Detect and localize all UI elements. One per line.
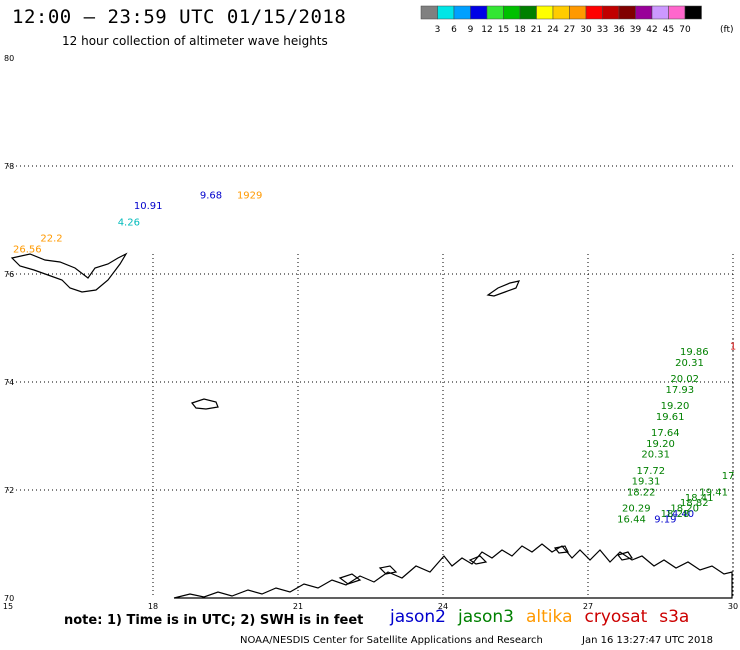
wave-height-reading: 20.29 (622, 504, 651, 515)
color-scale-label: 15 (498, 25, 509, 35)
longitude-label: 30 (728, 602, 738, 611)
wave-height-reading: 19.41 (699, 487, 728, 498)
color-scale-label: 36 (613, 25, 625, 35)
color-scale-label: 21 (531, 25, 542, 35)
wave-height-reading: 19.86 (680, 347, 709, 358)
coastline (10, 252, 733, 599)
wave-height-reading: 26.56 (13, 244, 42, 255)
color-scale-label: 27 (564, 25, 575, 35)
longitude-label: 24 (438, 602, 448, 611)
wave-height-reading: 14.40 (666, 509, 695, 520)
latitude-label: 74 (4, 378, 14, 387)
wave-height-reading: 1929 (237, 190, 262, 201)
wave-height-reading: 4.26 (118, 217, 140, 228)
wave-height-reading: 20.31 (641, 450, 670, 461)
satellite-legend-item: altika (526, 607, 573, 627)
coastline-svalbard (10, 252, 128, 293)
generated-timestamp: Jan 16 13:27:47 UTC 2018 (582, 635, 714, 646)
color-scale-label: 33 (597, 25, 608, 35)
wave-height-reading: 22.2 (40, 234, 62, 245)
credit-line: NOAA/NESDIS Center for Satellite Applica… (240, 635, 543, 646)
color-scale-label: 18 (514, 25, 526, 35)
satellite-legend-item: cryosat (584, 607, 648, 627)
longitude-label: 18 (148, 602, 158, 611)
map-title: 12:00 – 23:59 UTC 01/15/2018 (12, 6, 347, 28)
color-scale-label: 9 (468, 25, 474, 35)
altimeter-readings: 9.6810.919.1914.4019.8620.3120.0217.9319… (13, 190, 736, 525)
color-scale-label: 70 (679, 25, 691, 35)
latitude-label: 80 (4, 54, 14, 63)
color-scale-label: 3 (435, 25, 441, 35)
wave-height-reading: 19.20 (646, 439, 675, 450)
wave-height-reading: 18.22 (627, 487, 656, 498)
wave-height-reading: 16.44 (617, 514, 646, 525)
wave-height-reading: 18.20 (670, 504, 699, 515)
wave-height-reading: 19.31 (632, 477, 661, 488)
color-scale-label: 39 (630, 25, 642, 35)
wave-height-reading: 20.02 (670, 374, 699, 385)
wave-height-reading: 17.93 (666, 385, 695, 396)
wave-height-reading: 19.61 (656, 412, 685, 423)
coastline-bear-island (190, 398, 219, 410)
satellite-legend: jason2 jason3 altika cryosat s3a (390, 607, 701, 627)
color-scale-label: 24 (547, 25, 559, 35)
wave-height-reading: 17 (722, 471, 735, 482)
color-scale-label: 42 (646, 25, 657, 35)
satellite-legend-item: jason3 (458, 607, 514, 627)
wave-height-reading: 18.28 (661, 509, 690, 520)
map-subtitle: 12 hour collection of altimeter wave hei… (62, 34, 328, 48)
color-scale-label: 12 (481, 25, 492, 35)
latitude-label: 72 (4, 486, 14, 495)
wave-height-reading: 9.68 (200, 190, 222, 201)
latitude-label: 78 (4, 162, 14, 171)
satellite-legend-item: jason2 (390, 607, 446, 627)
longitude-label: 21 (293, 602, 303, 611)
coastline-islands (338, 545, 633, 585)
color-scale-label: 30 (580, 25, 592, 35)
latitude-label: 76 (4, 270, 14, 279)
wave-height-reading: 20.31 (675, 358, 704, 369)
satellite-legend-item: s3a (659, 607, 690, 627)
wave-height-reading: 1 (730, 342, 736, 353)
wave-height-reading: 17.72 (637, 466, 666, 477)
latitude-label: 70 (4, 594, 14, 603)
longitude-label: 27 (583, 602, 593, 611)
color-scale-unit: (ft) (720, 25, 734, 35)
wave-height-reading: 9.19 (654, 514, 676, 525)
color-scale-legend: 3 6 9 12 15 18 21 24 27 30 33 36 39 42 45 70 (ft) (420, 5, 734, 35)
wave-height-reading: 18.41 (685, 493, 714, 504)
footnote: note: 1) Time is in UTC; 2) SWH is in fe… (64, 613, 364, 628)
coastline-norway (173, 543, 733, 599)
longitude-label: 15 (3, 602, 13, 611)
color-swatch (684, 5, 702, 20)
wave-height-reading: 19.20 (661, 401, 690, 412)
color-scale-label: 6 (451, 25, 457, 35)
color-scale-label: 45 (663, 25, 674, 35)
coastline-hopen (486, 280, 521, 297)
wave-height-reading: 17.64 (651, 428, 680, 439)
wave-height-reading: 18.82 (680, 498, 709, 509)
wave-height-reading: 10.91 (134, 201, 163, 212)
